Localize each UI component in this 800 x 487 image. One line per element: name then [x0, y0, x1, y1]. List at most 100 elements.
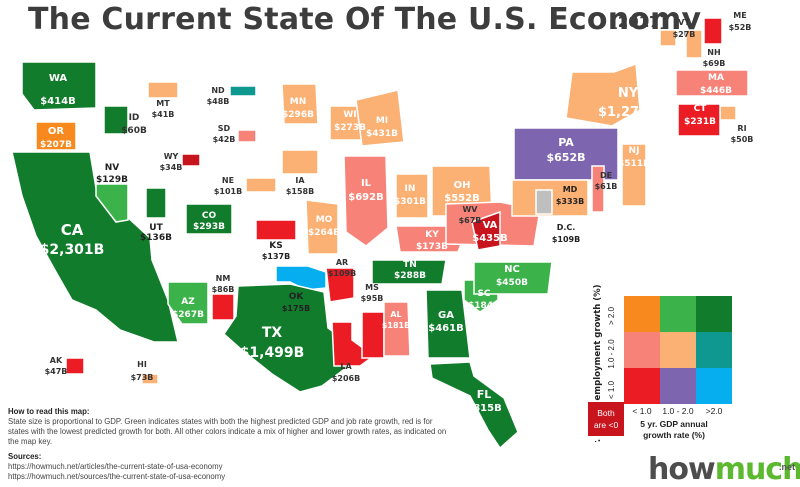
state-label-ct: CT — [694, 104, 708, 114]
state-tn — [371, 259, 447, 285]
state-label-ne: NE — [222, 176, 234, 185]
state-value-ks: $137B — [262, 252, 290, 261]
state-value-fl: $815B — [466, 403, 501, 414]
state-de — [591, 165, 605, 213]
state-co — [185, 203, 233, 235]
state-label-fl: FL — [477, 388, 492, 401]
state-label-id: ID — [129, 113, 140, 123]
state-ar — [325, 267, 355, 303]
state-value-wv: $67B — [459, 216, 482, 225]
state-label-nj: NJ — [629, 146, 640, 156]
state-dc — [535, 189, 553, 215]
state-nv — [95, 183, 129, 223]
state-value-ny: $1,275B — [598, 105, 658, 120]
source-link-2[interactable]: https://howmuch.net/sources/the-current-… — [8, 472, 226, 481]
state-label-wy: WY — [164, 152, 179, 161]
state-nh — [685, 29, 703, 59]
legend-cell-1-1 — [660, 332, 696, 368]
state-value-tn: $288B — [394, 271, 426, 281]
legend-cell-0-0 — [624, 296, 660, 332]
state-label-wv: WV — [462, 205, 478, 214]
source-link-1[interactable]: https://howmuch.net/articles/the-current… — [8, 462, 223, 471]
how-to-read-body: State size is proportional to GDP. Green… — [8, 417, 447, 446]
state-labels: WA$414BOR$207BCA$2,301BID$60BNV$129BUT$1… — [40, 11, 754, 414]
state-ks — [255, 219, 297, 241]
state-value-mt: $41B — [152, 110, 175, 119]
state-nc — [473, 261, 553, 295]
state-ga — [425, 289, 471, 359]
state-az — [167, 281, 209, 325]
state-label-ny: NY — [618, 86, 639, 101]
state-value-ia: $158B — [286, 187, 314, 196]
state-value-wa: $414B — [40, 96, 75, 107]
state-value-ok: $175B — [282, 304, 310, 313]
state-ne — [245, 177, 277, 193]
state-value-ri: $50B — [731, 135, 754, 144]
how-to-read-heading: How to read this map: — [8, 407, 90, 416]
state-nd — [229, 85, 257, 97]
state-value-pa: $652B — [547, 151, 586, 164]
state-value-nm: $86B — [212, 285, 235, 294]
state-label-nh: NH — [707, 48, 720, 57]
state-label-mi: MI — [376, 116, 388, 126]
state-label-tn: TN — [403, 260, 417, 270]
state-label-il: IL — [361, 178, 372, 189]
legend-x-axis-title-line2: growth rate (%) — [643, 430, 705, 440]
state-label-oh: OH — [454, 180, 471, 191]
legend-cell-0-1 — [660, 296, 696, 332]
state-label-va: VA — [483, 220, 498, 231]
state-value-me: $52B — [729, 23, 752, 32]
how-to-read: How to read this map: State size is prop… — [8, 407, 448, 447]
state-nm — [211, 293, 235, 321]
state-ak — [65, 357, 85, 375]
state-label-nv: NV — [105, 163, 120, 173]
legend-x-tick-high: >2.0 — [706, 406, 723, 416]
legend-cell-2-0 — [624, 368, 660, 404]
state-label-hi: HI — [137, 360, 147, 369]
state-mo — [305, 199, 339, 255]
legend-x-axis-title-line1: 5 yr. GDP annual — [640, 419, 707, 429]
state-value-co: $293B — [193, 222, 225, 232]
legend-both-negative-line1: Both — [597, 408, 615, 418]
state-label-de: DE — [600, 171, 612, 180]
state-label-al: AL — [390, 310, 401, 319]
state-shapes — [11, 17, 749, 450]
state-hi — [141, 373, 159, 385]
state-label-vt: VT — [678, 18, 690, 27]
state-tx — [223, 283, 357, 393]
state-al — [383, 301, 411, 357]
sources: Sources: https://howmuch.net/articles/th… — [8, 452, 225, 482]
state-ut — [145, 187, 167, 219]
state-label-tx: TX — [262, 325, 283, 341]
state-label-ms: MS — [365, 283, 379, 292]
state-value-hi: $73B — [131, 373, 154, 382]
state-wa — [21, 61, 97, 111]
state-value-ne: $101B — [214, 187, 242, 196]
state-label-wi: WI — [343, 110, 356, 120]
state-label-pa: PA — [558, 136, 574, 149]
state-wy — [181, 153, 201, 167]
state-nj — [621, 143, 647, 207]
state-label-nm: NM — [216, 274, 231, 283]
state-value-nd: $48B — [207, 97, 230, 106]
state-label-co: CO — [202, 211, 217, 221]
state-mi — [355, 89, 405, 147]
state-value-nj: $511B — [618, 159, 650, 169]
state-value-mn: $296B — [282, 110, 314, 120]
state-value-dc: $109B — [552, 235, 580, 244]
state-label-in: IN — [405, 184, 416, 194]
state-value-ma: $446B — [700, 86, 732, 96]
state-me — [703, 17, 723, 45]
state-mn — [281, 83, 319, 125]
state-label-ak: AK — [50, 356, 63, 365]
state-value-wi: $273B — [334, 123, 366, 133]
state-value-ga: $461B — [428, 323, 463, 334]
state-label-ks: KS — [269, 241, 282, 251]
state-value-va: $435B — [472, 233, 507, 244]
legend-x-tick-low: < 1.0 — [632, 406, 651, 416]
state-ia — [281, 149, 319, 175]
state-value-sc: $184B — [468, 301, 500, 311]
state-label-ut: UT — [149, 223, 163, 233]
state-ny — [565, 62, 641, 127]
